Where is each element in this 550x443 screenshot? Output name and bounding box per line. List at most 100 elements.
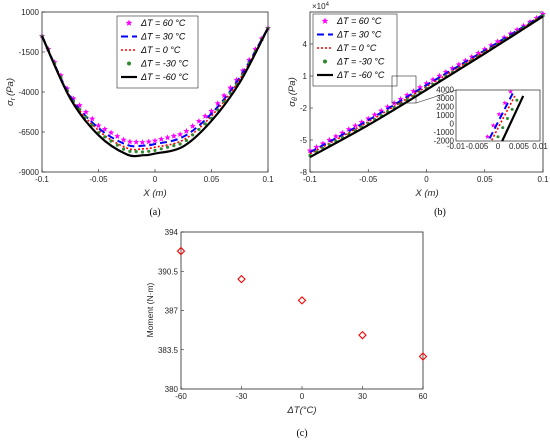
panel-b-series-marker bbox=[416, 84, 424, 90]
panel-a-series-marker bbox=[134, 150, 138, 154]
panel-a-series-marker bbox=[164, 134, 171, 141]
panel-a-series-marker bbox=[103, 135, 107, 139]
panel-a-xtick-label: 0 bbox=[153, 175, 158, 184]
panel-a-series-marker bbox=[145, 138, 152, 145]
panel-a-legend-swatch bbox=[127, 61, 131, 66]
panel-a-series-marker bbox=[153, 148, 157, 152]
panel-b-xtick-label: -0.05 bbox=[359, 175, 378, 184]
panel-a-series-marker bbox=[95, 122, 102, 129]
inset-series-line bbox=[490, 95, 516, 141]
inset-series-marker bbox=[490, 122, 496, 128]
panel-a-series-marker bbox=[172, 144, 176, 148]
panel-a-series-marker bbox=[128, 149, 132, 153]
inset-series-marker bbox=[502, 100, 508, 106]
inset-series-marker bbox=[505, 116, 509, 120]
panel-c-chart: -60 -30 0 30 60 394 390.5 387 383.5 380 ΔT(°C) Mo… bbox=[145, 228, 428, 439]
panel-a-series-line bbox=[40, 27, 269, 158]
panel-b-series-marker bbox=[494, 38, 501, 45]
panel-a-series-marker bbox=[178, 142, 182, 146]
inset-series-line bbox=[501, 95, 525, 142]
inset-xtick-label: -0.01 bbox=[447, 142, 466, 151]
panel-a-legend-label: ΔT = -60 °C bbox=[140, 72, 189, 82]
inset-xtick-label: -0.005 bbox=[466, 142, 489, 151]
panel-b-ytick-label: 1 bbox=[303, 72, 308, 81]
panel-a-series-marker bbox=[170, 132, 177, 139]
panel-a-legend-label: ΔT = 30 °C bbox=[140, 32, 186, 42]
panel-c-ytick-label: 390.5 bbox=[158, 267, 179, 276]
panel-b-chart: -0.1 -0.05 0 0.05 0.1 4 1 -2 -5 -8 ×104 X (m) σθ(… bbox=[287, 2, 549, 218]
panel-c-xtick-label: 0 bbox=[300, 392, 305, 401]
panel-b-legend-label: ΔT = 0 °C bbox=[336, 43, 377, 53]
panel-a-series-marker bbox=[139, 139, 146, 145]
panel-b-legend-label: ΔT = -30 °C bbox=[336, 57, 385, 67]
panel-a-legend-label: ΔT = 0 °C bbox=[140, 45, 181, 55]
panel-c-xtick-label: 30 bbox=[358, 392, 367, 401]
panel-a-xtick-label: -0.05 bbox=[89, 175, 108, 184]
panel-b-legend-label: ΔT = -60 °C bbox=[336, 70, 385, 80]
panel-a-series-marker bbox=[82, 108, 89, 115]
inset-series-marker bbox=[496, 111, 502, 117]
panel-b-series-marker bbox=[371, 111, 378, 118]
inset-xtick-label: 0.01 bbox=[532, 142, 548, 151]
panel-a-ytick-label: -4000 bbox=[19, 88, 40, 97]
panel-c-xlabel: ΔT(°C) bbox=[286, 405, 316, 416]
panel-a-series-marker bbox=[202, 112, 209, 119]
panel-c-point bbox=[418, 352, 428, 361]
panel-c-frame bbox=[180, 231, 424, 390]
panel-b-y-multiplier: ×104 bbox=[312, 2, 330, 11]
panel-a-ylabel: σr(Pa) bbox=[5, 78, 17, 106]
inset-series-marker bbox=[510, 107, 514, 111]
panel-c-ylabel: Moment (N·m) bbox=[145, 282, 155, 337]
inset-series-marker bbox=[485, 134, 490, 139]
panel-b-xtick-label: 0.1 bbox=[537, 175, 549, 184]
inset-xtick-label: 0.005 bbox=[509, 142, 530, 151]
panel-b-series-marker bbox=[352, 122, 359, 129]
panel-b-series-marker bbox=[436, 72, 443, 79]
panel-b-series-line bbox=[309, 15, 544, 159]
inset-ytick-label: 0 bbox=[450, 120, 455, 129]
panel-b-series-marker bbox=[313, 143, 320, 150]
panel-b-legend-swatch bbox=[323, 59, 327, 64]
panel-b-legend-label: ΔT = 30 °C bbox=[336, 30, 382, 40]
panel-a-series-marker bbox=[184, 138, 188, 143]
panel-b-ylabel: σθ(Pa) bbox=[287, 77, 299, 107]
panel-a-series-line bbox=[41, 27, 269, 148]
panel-a-series-marker bbox=[159, 147, 163, 151]
panel-a-series-marker bbox=[109, 139, 113, 143]
panel-a-chart: -0.1 -0.05 0 0.05 0.1 1000 -1500 -4000 -6500 -900… bbox=[5, 8, 274, 218]
caption-b: (b) bbox=[434, 207, 446, 218]
inset-series-marker bbox=[496, 135, 500, 139]
panel-b-zoom-box bbox=[391, 75, 417, 104]
panel-a-series-marker bbox=[189, 122, 196, 129]
panel-b-legend: ΔT = 60 °C ΔT = 30 °C ΔT = 0 °C ΔT = -30 °C… bbox=[312, 13, 398, 87]
panel-a-series-marker bbox=[89, 115, 96, 122]
inset-series-marker bbox=[508, 89, 514, 94]
panel-a-xlabel: X (m) bbox=[142, 188, 166, 199]
panel-b-legend-label: ΔT = 60 °C bbox=[336, 16, 382, 26]
inset-ytick-label: 1000 bbox=[436, 111, 454, 120]
panel-a-series-marker bbox=[191, 133, 195, 137]
caption-a: (a) bbox=[149, 207, 160, 218]
panel-a-legend-swatch bbox=[125, 19, 133, 26]
panel-a-legend-label: ΔT = 60 °C bbox=[140, 18, 186, 28]
panel-c-xtick-label: -60 bbox=[175, 392, 187, 401]
panel-c-point bbox=[237, 274, 246, 284]
panel-a-series-marker bbox=[140, 150, 145, 154]
panel-a-legend: ΔT = 60 °C ΔT = 30 °C ΔT = 0 °C ΔT = -30 °C… bbox=[116, 15, 199, 89]
panel-a-ytick-label: -9000 bbox=[19, 168, 40, 177]
panel-c-point bbox=[176, 246, 186, 256]
panel-c-xtick-label: -30 bbox=[236, 392, 248, 401]
inset-series-marker bbox=[515, 98, 519, 102]
panel-b-ytick-label: 4 bbox=[303, 40, 308, 49]
panel-a-ytick-label: -1500 bbox=[19, 48, 40, 57]
inset-ytick-label: 2000 bbox=[436, 103, 454, 112]
panel-a-series-marker bbox=[133, 138, 140, 145]
panel-a-ytick-label: 1000 bbox=[21, 8, 39, 17]
panel-b-xtick-label: 0.05 bbox=[477, 175, 493, 184]
panel-a-series-marker bbox=[108, 129, 115, 136]
panel-b-legend-swatch bbox=[321, 17, 329, 24]
panel-c-ytick-label: 387 bbox=[165, 307, 179, 316]
panel-c-point bbox=[297, 296, 307, 305]
panel-a-xtick-label: -0.1 bbox=[35, 175, 49, 184]
panel-a-xtick-label: 0.05 bbox=[204, 175, 220, 184]
